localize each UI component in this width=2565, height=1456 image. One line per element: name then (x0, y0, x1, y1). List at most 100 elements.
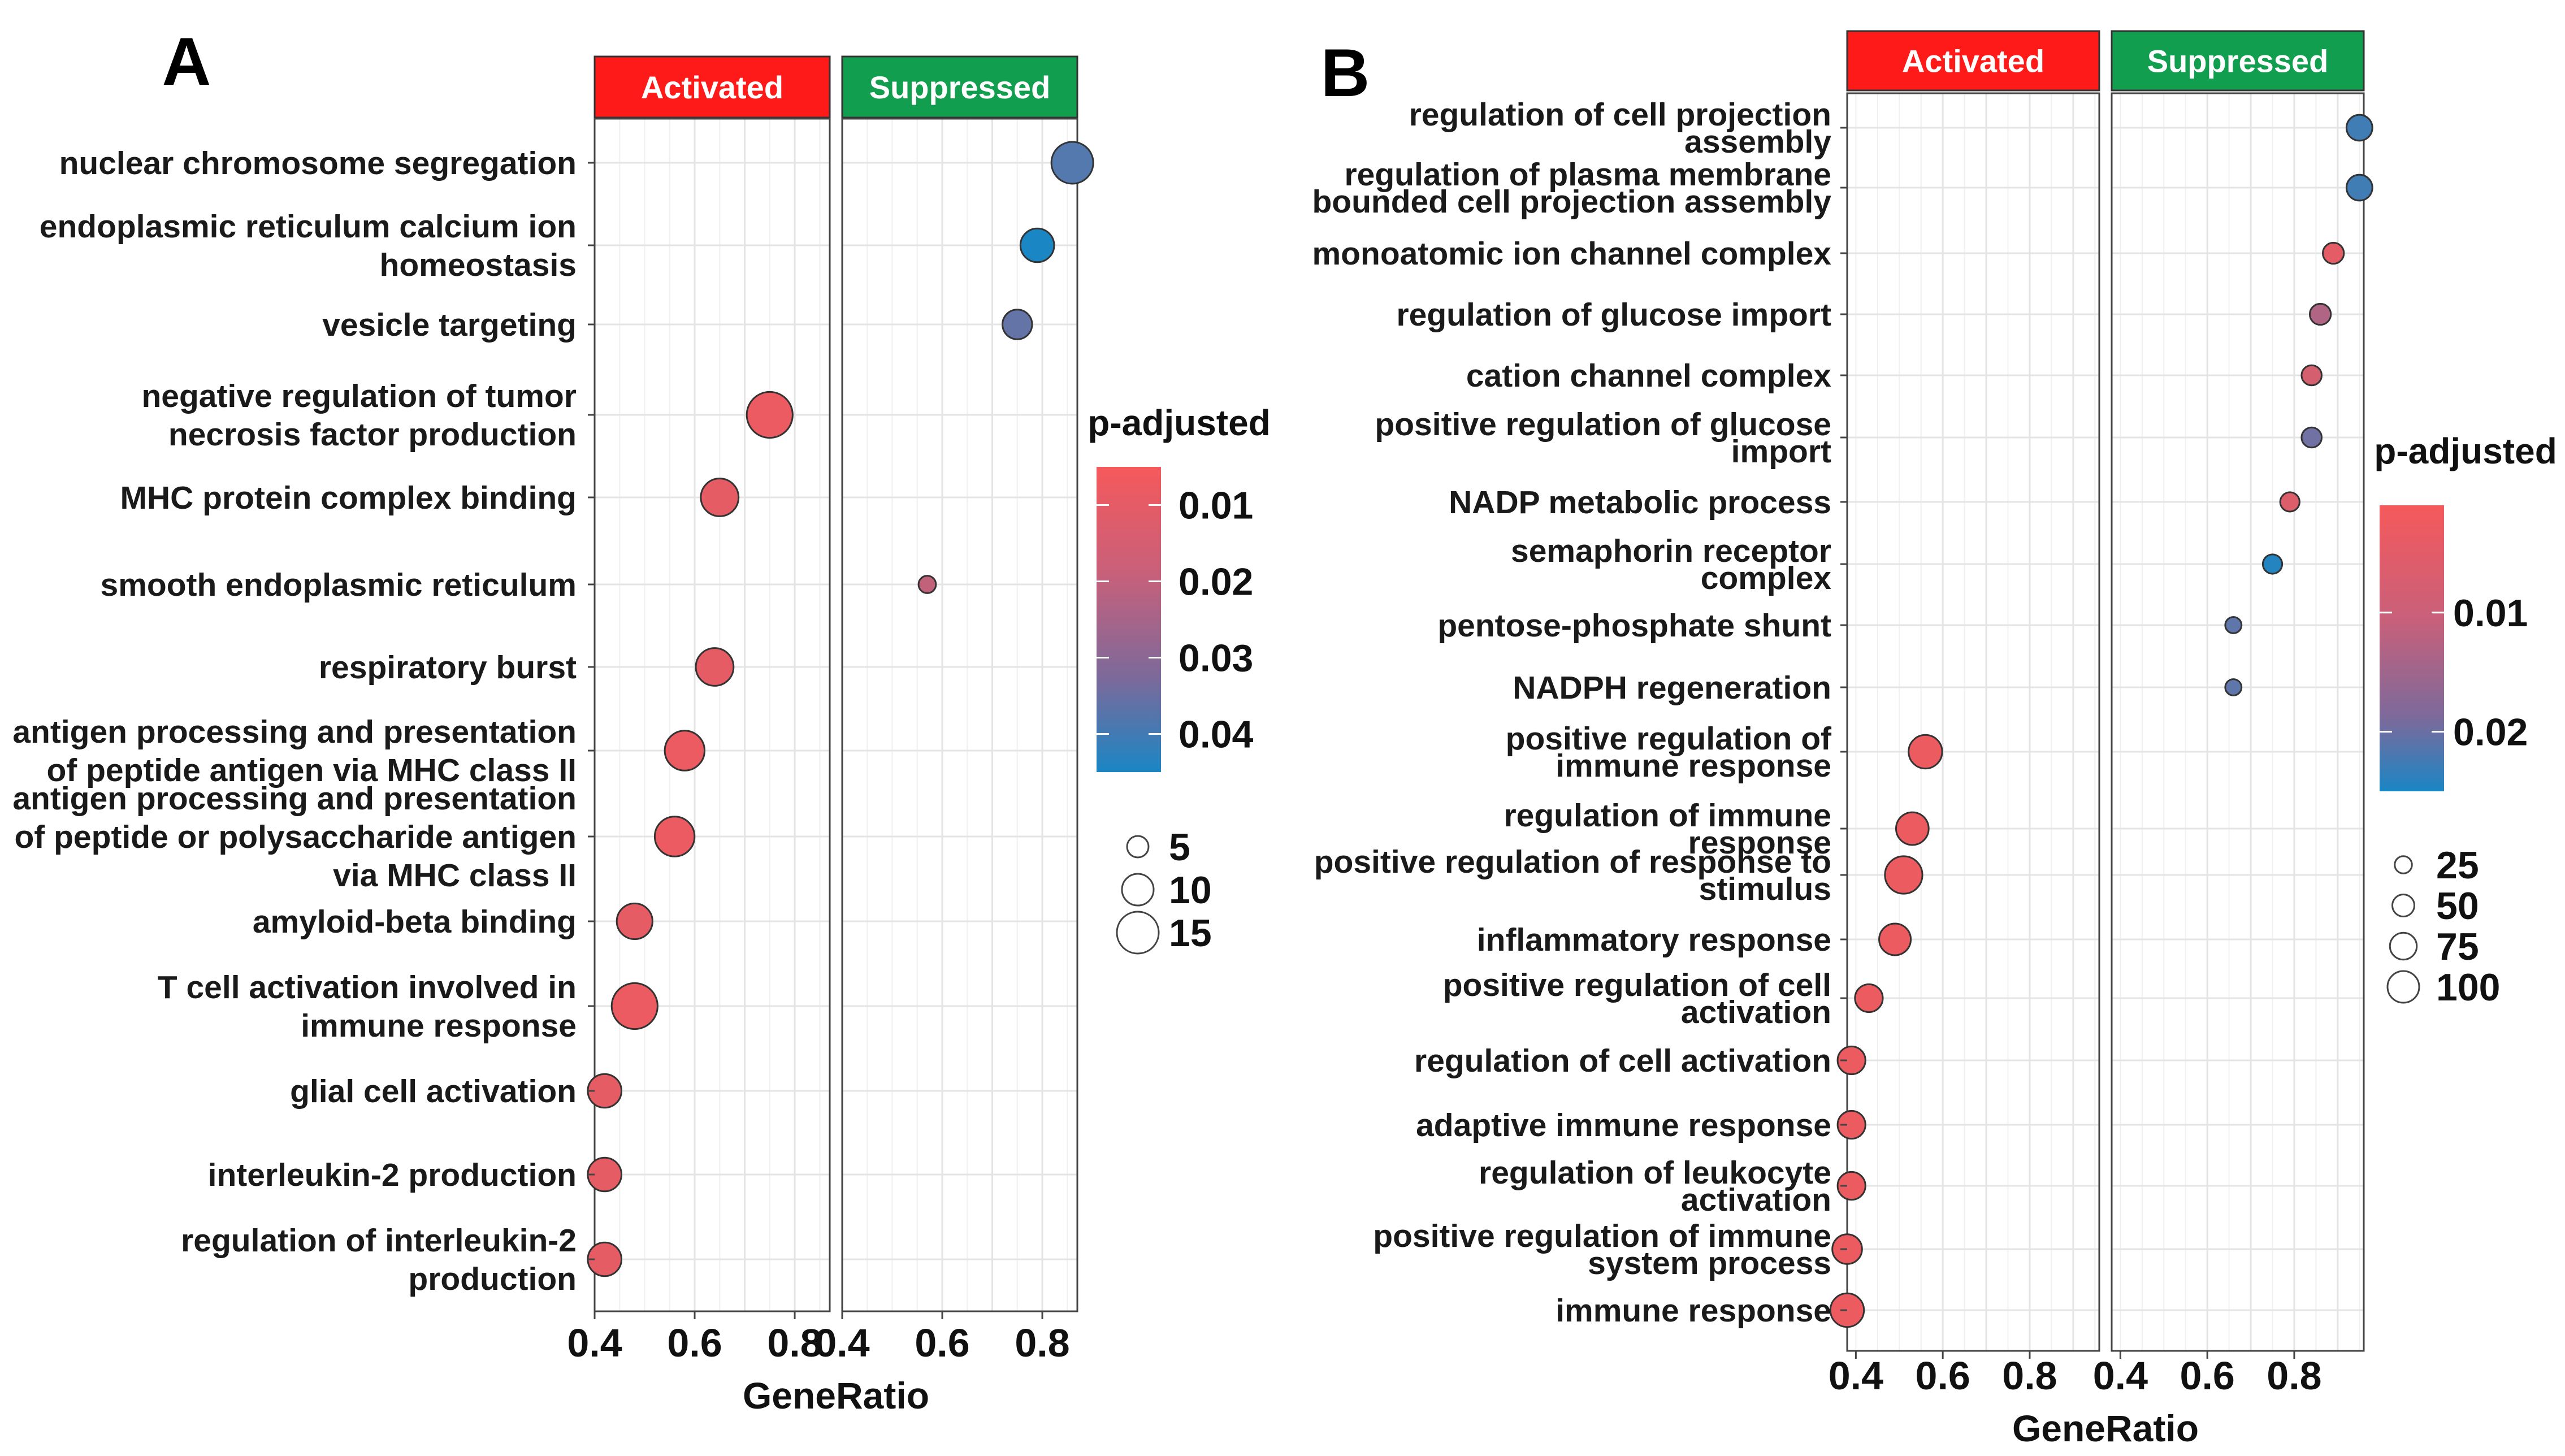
term-label: of peptide or polysaccharide antigen (14, 819, 577, 855)
size-legend-label: 50 (2436, 885, 2479, 928)
data-point (2300, 426, 2323, 449)
size-legend-circle (2389, 931, 2418, 961)
facet-strip-activated (1846, 30, 2100, 92)
term-label: regulation of cell projection (1409, 97, 1831, 133)
term-label: necrosis factor production (168, 417, 577, 453)
data-point (2345, 174, 2373, 202)
color-legend-label: 0.02 (1178, 561, 1253, 604)
color-legend-label: 0.04 (1178, 713, 1254, 756)
term-label: vesicle targeting (322, 307, 577, 343)
term-label: regulation of leukocyte (1479, 1155, 1831, 1191)
facet-strip-label: Activated (641, 70, 783, 105)
term-label: NADPH regeneration (1513, 670, 1831, 706)
term-label: NADP metabolic process (1449, 484, 1831, 521)
color-bar (1097, 467, 1161, 772)
data-point (664, 730, 706, 772)
term-label: homeostasis (380, 247, 577, 283)
term-label: regulation of plasma membrane (1344, 157, 1831, 193)
data-point (2300, 364, 2323, 387)
term-label: T cell activation involved in (158, 969, 577, 1006)
facet-activated: Activated 0.4 0.6 0.8 (1829, 30, 2100, 1398)
data-point (1019, 227, 1055, 263)
x-tick-label: 0.6 (667, 1321, 722, 1365)
size-legend-circle (2386, 970, 2420, 1004)
data-point (616, 902, 653, 941)
term-label: regulation of interleukin-2 (181, 1223, 577, 1259)
term-label: system process (1588, 1245, 1831, 1281)
data-point (2224, 616, 2243, 634)
x-tick-label: 0.8 (767, 1321, 822, 1365)
x-tick-label: 0.4 (814, 1321, 869, 1365)
term-label: positive regulation of cell (1443, 967, 1831, 1003)
term-label: bounded cell projection assembly (1312, 184, 1831, 220)
size-legend-label: 10 (1169, 869, 1212, 912)
data-point (2308, 302, 2332, 326)
color-legend-label: 0.03 (1178, 637, 1253, 680)
term-label: amyloid-beta binding (253, 904, 577, 940)
color-legend-label: 0.01 (2453, 592, 2528, 635)
term-label: smooth endoplasmic reticulum (101, 567, 577, 603)
size-legend-circle (1126, 835, 1150, 859)
data-point (1836, 1171, 1866, 1201)
plot-area (842, 119, 1077, 1311)
plot-area (1847, 93, 2099, 1351)
x-tick-label: 0.6 (915, 1321, 969, 1365)
data-point (1836, 1045, 1866, 1076)
term-label: adaptive immune response (1416, 1107, 1831, 1143)
facet-strip-suppressed (2111, 30, 2365, 92)
data-point (610, 982, 658, 1030)
x-tick-label: 0.8 (2002, 1354, 2057, 1398)
plot-area (595, 119, 830, 1311)
panel-border (593, 118, 831, 1312)
term-label: activation (1681, 1182, 1831, 1218)
x-tick-label: 0.4 (567, 1321, 622, 1365)
size-legend-label: 15 (1169, 912, 1212, 955)
panel-border (1846, 92, 2100, 1352)
term-label: nuclear chromosome segregation (59, 145, 577, 181)
x-tick-label: 0.6 (1916, 1354, 1970, 1398)
x-tick-label: 0.4 (1829, 1354, 1883, 1398)
term-label: antigen processing and presentation (12, 714, 577, 750)
facet-strip-label: Suppressed (869, 70, 1051, 105)
term-label: positive regulation of immune (1373, 1218, 1831, 1254)
term-label: monoatomic ion channel complex (1312, 236, 1832, 272)
panel-b: B Activated 0.4 0.6 0.8 Suppressed 0.4 0.6 0.8 re… (1312, 30, 2557, 1449)
term-label: antigen processing and presentation (12, 781, 577, 817)
panel-letter: B (1321, 35, 1370, 111)
term-label: endoplasmic reticulum calcium ion (40, 209, 577, 245)
term-label: response (1688, 825, 1831, 861)
term-label: negative regulation of tumor (141, 378, 577, 414)
size-legend-circle (1116, 911, 1160, 955)
data-point (1836, 1110, 1866, 1140)
data-point (1908, 734, 1943, 770)
term-label: activation (1681, 994, 1831, 1030)
data-point (1050, 141, 1094, 185)
term-label: positive regulation of glucose (1375, 406, 1831, 443)
size-legend-label: 100 (2436, 966, 2500, 1009)
facet-strip-label: Suppressed (2147, 44, 2329, 79)
data-point (1884, 855, 1923, 895)
term-label: interleukin-2 production (208, 1157, 577, 1193)
term-label: inflammatory response (1477, 922, 1831, 958)
term-label: MHC protein complex binding (120, 480, 577, 516)
color-legend-title: p-adjusted (1087, 402, 1271, 443)
data-point (746, 391, 794, 439)
data-point (587, 1073, 623, 1109)
data-point (917, 575, 937, 594)
data-point (2345, 114, 2373, 142)
term-label: semaphorin receptor (1511, 533, 1831, 569)
term-label: regulation of cell activation (1414, 1043, 1831, 1079)
plot-area (2112, 93, 2364, 1351)
size-legend-label: 75 (2436, 925, 2479, 968)
data-point (1854, 983, 1884, 1013)
x-tick-label: 0.8 (1015, 1321, 1069, 1365)
color-legend-label: 0.01 (1178, 484, 1253, 527)
term-label: assembly (1684, 124, 1831, 160)
data-point (1002, 309, 1033, 340)
facet-strip-suppressed (841, 55, 1078, 119)
data-point (1895, 811, 1930, 846)
size-legend-circle (1121, 873, 1155, 907)
term-label: respiratory burst (319, 649, 577, 686)
data-point (587, 1156, 623, 1193)
